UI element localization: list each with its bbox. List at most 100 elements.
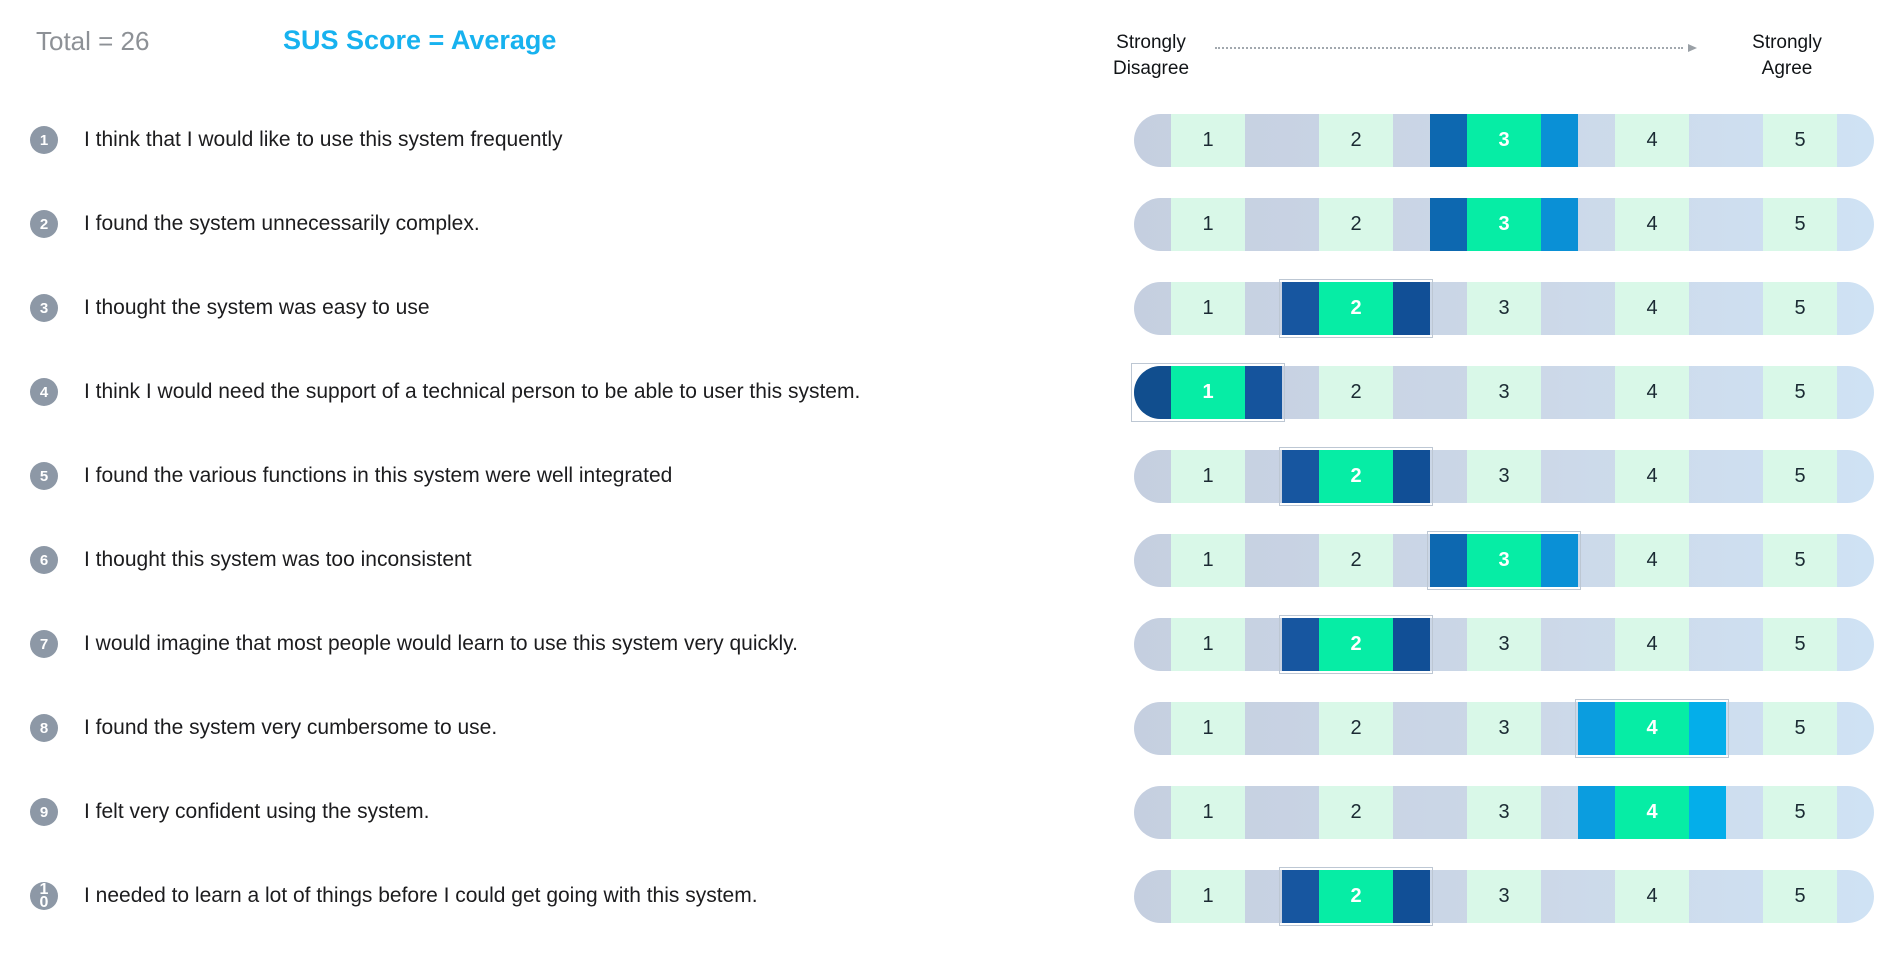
rating-option[interactable]: 2 bbox=[1319, 197, 1393, 251]
rating-option[interactable]: 5 bbox=[1763, 869, 1837, 923]
rating-option[interactable]: 3 bbox=[1467, 617, 1541, 671]
selected-connector-right bbox=[1393, 449, 1430, 503]
rating-option[interactable]: 5 bbox=[1763, 113, 1837, 167]
rating-option[interactable]: 2 bbox=[1319, 281, 1393, 335]
rating-option[interactable]: 3 bbox=[1467, 533, 1541, 587]
sus-score-label: SUS Score = Average bbox=[283, 25, 557, 55]
question-text: I thought this system was too inconsiste… bbox=[84, 548, 472, 571]
question-number-badge: 4 bbox=[30, 378, 58, 406]
rating-option[interactable]: 5 bbox=[1763, 785, 1837, 839]
rating-option[interactable]: 5 bbox=[1763, 533, 1837, 587]
rating-option[interactable]: 4 bbox=[1615, 785, 1689, 839]
question-text: I found the system unnecessarily complex… bbox=[84, 212, 480, 235]
scale-direction-arrow-icon bbox=[1215, 44, 1697, 54]
selected-connector-left bbox=[1578, 701, 1615, 755]
question-text: I thought the system was easy to use bbox=[84, 296, 430, 319]
rating-option[interactable]: 2 bbox=[1319, 113, 1393, 167]
question-text: I think I would need the support of a te… bbox=[84, 380, 861, 403]
question-number-badge: 1 bbox=[30, 126, 58, 154]
rating-option[interactable]: 3 bbox=[1467, 365, 1541, 419]
rating-option[interactable]: 5 bbox=[1763, 197, 1837, 251]
selected-connector-left bbox=[1282, 281, 1319, 335]
rating-option[interactable]: 2 bbox=[1319, 869, 1393, 923]
rating-option[interactable]: 1 bbox=[1171, 533, 1245, 587]
rating-option[interactable]: 2 bbox=[1319, 785, 1393, 839]
rating-scale: 1 2 3 4 5 bbox=[1131, 362, 1874, 422]
selected-connector-left bbox=[1282, 869, 1319, 923]
question-row: 2 I found the system unnecessarily compl… bbox=[0, 197, 1902, 251]
rating-option[interactable]: 1 bbox=[1171, 449, 1245, 503]
selected-connector-left bbox=[1282, 449, 1319, 503]
rating-option[interactable]: 2 bbox=[1319, 617, 1393, 671]
rating-option[interactable]: 4 bbox=[1615, 197, 1689, 251]
question-text: I found the system very cumbersome to us… bbox=[84, 716, 498, 739]
question-text: I needed to learn a lot of things before… bbox=[84, 884, 758, 907]
rating-option[interactable]: 4 bbox=[1615, 701, 1689, 755]
selected-connector-right bbox=[1541, 533, 1578, 587]
rating-option[interactable]: 4 bbox=[1615, 281, 1689, 335]
question-number-badge: 3 bbox=[30, 294, 58, 322]
rating-option[interactable]: 4 bbox=[1615, 365, 1689, 419]
rating-option[interactable]: 3 bbox=[1467, 785, 1541, 839]
rating-option[interactable]: 4 bbox=[1615, 617, 1689, 671]
question-text: I think that I would like to use this sy… bbox=[84, 128, 563, 151]
rating-scale: 1 2 3 4 5 bbox=[1134, 113, 1874, 167]
question-row: 3 I thought the system was easy to use 1… bbox=[0, 278, 1902, 338]
rating-option[interactable]: 1 bbox=[1171, 617, 1245, 671]
rating-option[interactable]: 4 bbox=[1615, 113, 1689, 167]
selected-connector-right bbox=[1245, 365, 1282, 419]
rating-option[interactable]: 1 bbox=[1171, 785, 1245, 839]
question-number-badge: 2 bbox=[30, 210, 58, 238]
question-number-badge: 5 bbox=[30, 462, 58, 490]
rating-option[interactable]: 5 bbox=[1763, 617, 1837, 671]
rating-option[interactable]: 5 bbox=[1763, 281, 1837, 335]
selected-connector-left bbox=[1430, 197, 1467, 251]
rating-scale: 1 2 3 4 5 bbox=[1134, 698, 1874, 758]
selected-connector-right bbox=[1689, 701, 1726, 755]
rating-scale: 1 2 3 4 5 bbox=[1134, 530, 1874, 590]
rating-option[interactable]: 2 bbox=[1319, 533, 1393, 587]
rating-option[interactable]: 1 bbox=[1171, 701, 1245, 755]
scale-label-strongly-disagree: Strongly Disagree bbox=[1112, 32, 1190, 79]
rating-option[interactable]: 4 bbox=[1615, 449, 1689, 503]
rating-option[interactable]: 3 bbox=[1467, 113, 1541, 167]
rating-option[interactable]: 3 bbox=[1467, 197, 1541, 251]
rating-option[interactable]: 2 bbox=[1319, 701, 1393, 755]
rating-scale: 1 2 3 4 5 bbox=[1134, 614, 1874, 674]
selected-connector-left bbox=[1282, 617, 1319, 671]
rating-option[interactable]: 3 bbox=[1467, 281, 1541, 335]
selected-connector-right bbox=[1393, 869, 1430, 923]
question-number-badge: 9 bbox=[30, 798, 58, 826]
rating-option[interactable]: 2 bbox=[1319, 365, 1393, 419]
rating-option[interactable]: 1 bbox=[1171, 281, 1245, 335]
rating-option[interactable]: 1 bbox=[1171, 365, 1245, 419]
rating-option[interactable]: 5 bbox=[1763, 449, 1837, 503]
rating-option[interactable]: 5 bbox=[1763, 701, 1837, 755]
rating-option[interactable]: 1 bbox=[1171, 197, 1245, 251]
rating-option[interactable]: 3 bbox=[1467, 701, 1541, 755]
selected-connector-right bbox=[1689, 785, 1726, 839]
rating-option[interactable]: 4 bbox=[1615, 869, 1689, 923]
selected-connector-right bbox=[1541, 197, 1578, 251]
selected-connector-right bbox=[1541, 113, 1578, 167]
rating-option[interactable]: 4 bbox=[1615, 533, 1689, 587]
rating-option[interactable]: 1 bbox=[1171, 113, 1245, 167]
rating-option[interactable]: 3 bbox=[1467, 869, 1541, 923]
total-score: Total = 26 bbox=[36, 26, 150, 56]
rating-option[interactable]: 1 bbox=[1171, 869, 1245, 923]
rating-option[interactable]: 3 bbox=[1467, 449, 1541, 503]
rating-option[interactable]: 5 bbox=[1763, 365, 1837, 419]
question-row: 1 I think that I would like to use this … bbox=[0, 113, 1902, 167]
question-row: 9 I felt very confident using the system… bbox=[0, 785, 1902, 839]
rating-scale: 1 2 3 4 5 bbox=[1134, 785, 1874, 839]
selected-connector-left bbox=[1430, 113, 1467, 167]
question-row: 4 I think I would need the support of a … bbox=[0, 362, 1902, 422]
selected-connector-left bbox=[1430, 533, 1467, 587]
rating-option[interactable]: 2 bbox=[1319, 449, 1393, 503]
selected-connector-left bbox=[1578, 785, 1615, 839]
question-row: 5 I found the various functions in this … bbox=[0, 446, 1902, 506]
question-number-badge: 6 bbox=[30, 546, 58, 574]
